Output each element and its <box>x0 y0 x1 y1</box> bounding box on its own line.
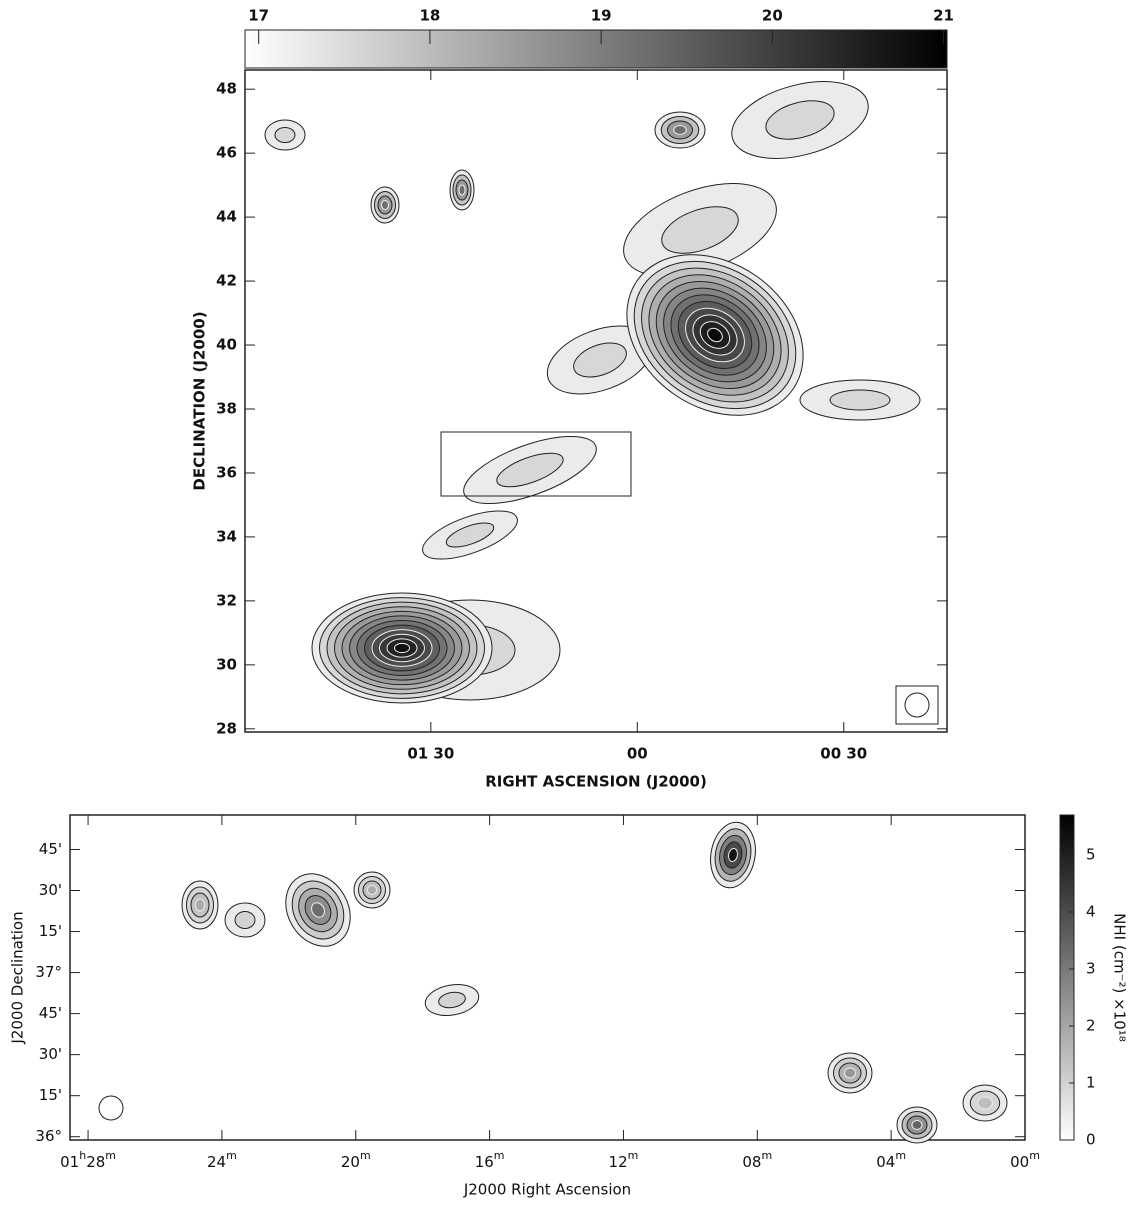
contour <box>765 100 835 140</box>
contour <box>438 991 466 1009</box>
beam-box <box>895 685 939 725</box>
contour <box>381 200 389 210</box>
y-tick-label: 15' <box>39 922 62 940</box>
contour <box>367 885 377 895</box>
y-tick-label: 15' <box>39 1086 62 1104</box>
colorbar-tick-label: 19 <box>591 7 612 25</box>
y-axis-label: J2000 Declination <box>9 911 27 1044</box>
contour <box>394 642 410 654</box>
colorbar-tick-label: 21 <box>933 7 954 25</box>
panel: 01h28m 24m 20m 16m 12m 08m 04m 00m 36° 15' 30' 45' 3… <box>9 814 1129 1199</box>
x-tick-label: 01h28m <box>60 1149 116 1171</box>
y-tick-label: 42 <box>216 272 237 290</box>
y-tick-label: 38 <box>216 399 237 417</box>
contour <box>311 902 325 918</box>
colorbar-tick-label: 3 <box>1086 959 1096 977</box>
y-tick-label: 30' <box>39 1045 62 1063</box>
contour <box>977 1096 993 1110</box>
contour <box>445 522 495 548</box>
x-tick-label: 20m <box>341 1149 371 1171</box>
y-tick-label: 46 <box>216 144 237 162</box>
contour <box>195 898 205 912</box>
contour <box>573 342 627 378</box>
y-tick-label: 45' <box>39 1004 62 1022</box>
y-tick-label: 36 <box>216 463 237 481</box>
region-box <box>440 431 632 497</box>
plot-area <box>69 814 1026 1141</box>
y-tick-label: 28 <box>216 719 237 737</box>
plots: 01 30 00 00 302830323436384042444648RIGHT … <box>9 7 1129 1199</box>
x-tick-label: 16m <box>475 1149 505 1171</box>
beam <box>904 692 930 718</box>
x-axis-label: J2000 Right Ascension <box>463 1181 631 1199</box>
x-axis-label: RIGHT ASCENSION (J2000) <box>485 773 707 791</box>
x-tick-label: 04m <box>876 1149 906 1171</box>
beam <box>98 1095 124 1121</box>
panel: 01 30 00 00 30 28 30 32 34 36 38 40 42 44 46 48 RIGHT … <box>191 7 955 791</box>
colorbar-tick-label: 18 <box>419 7 440 25</box>
colorbar-label: NHI (cm⁻²) ×10¹⁸ <box>1111 913 1129 1042</box>
contour <box>496 452 564 488</box>
y-axis-label: DECLINATION (J2000) <box>191 311 209 490</box>
contour <box>274 127 296 143</box>
colorbar-tick-label: 5 <box>1086 845 1096 863</box>
contour <box>707 327 723 343</box>
colorbar-tick-label: 1 <box>1086 1073 1096 1091</box>
y-tick-label: 30' <box>39 881 62 899</box>
x-tick-label: 24m <box>207 1149 237 1171</box>
colorbar-tick-label: 17 <box>248 7 269 25</box>
contour <box>673 125 687 135</box>
contour <box>661 206 739 254</box>
x-tick-label: 01 30 <box>407 745 454 763</box>
colorbar-tick-label: 0 <box>1086 1131 1096 1149</box>
y-tick-label: 36° <box>35 1127 62 1145</box>
contour <box>458 184 466 196</box>
contour <box>844 1067 856 1079</box>
colorbar-tick-label: 2 <box>1086 1016 1096 1034</box>
x-tick-label: 00m <box>1010 1149 1040 1171</box>
contour <box>728 847 738 863</box>
y-tick-label: 32 <box>216 591 237 609</box>
y-tick-label: 34 <box>216 527 237 545</box>
y-tick-label: 30 <box>216 655 237 673</box>
x-tick-label: 00 30 <box>820 745 867 763</box>
x-tick-label: 00 <box>627 745 648 763</box>
colorbar <box>1059 814 1075 1141</box>
contour <box>829 389 891 411</box>
y-tick-label: 37° <box>35 963 62 981</box>
colorbar-tick-label: 20 <box>762 7 783 25</box>
y-tick-label: 44 <box>216 208 237 226</box>
y-tick-label: 45' <box>39 840 62 858</box>
colorbar-tick-label: 4 <box>1086 902 1096 920</box>
x-tick-label: 12m <box>609 1149 639 1171</box>
y-tick-label: 40 <box>216 336 237 354</box>
contour <box>234 911 256 929</box>
y-tick-label: 48 <box>216 80 237 98</box>
colorbar <box>244 29 948 69</box>
x-tick-label: 08m <box>742 1149 772 1171</box>
contour <box>911 1120 923 1130</box>
